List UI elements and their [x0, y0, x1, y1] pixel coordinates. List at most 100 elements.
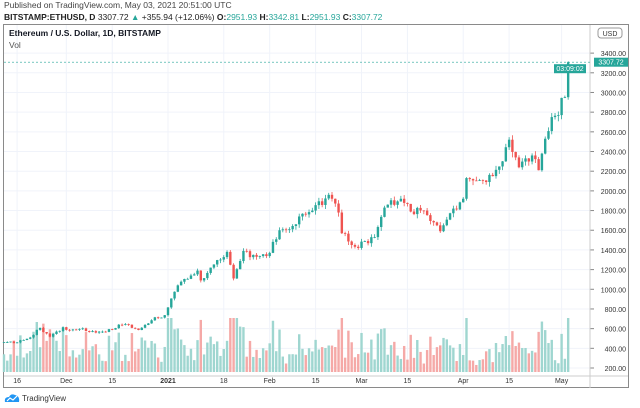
candle-body: [491, 174, 494, 177]
volume-bar: [222, 349, 225, 372]
candle-body: [504, 147, 508, 162]
volume-bar: [199, 319, 202, 372]
y-tick-label: 3400.00: [601, 51, 626, 58]
volume-bar: [65, 335, 68, 372]
volume-bar: [58, 351, 61, 372]
volume-bar: [301, 348, 304, 372]
volume-bar: [173, 329, 176, 372]
candle-body: [104, 331, 107, 333]
volume-bar: [311, 351, 314, 372]
volume-bar: [527, 353, 530, 372]
volume-bar: [448, 345, 452, 372]
candle-body: [88, 331, 91, 333]
volume-bar: [261, 348, 265, 372]
volume-bar: [334, 347, 337, 372]
candle-body: [439, 225, 442, 232]
candle-body: [330, 194, 334, 199]
candle-body: [524, 158, 527, 162]
candle-body: [314, 205, 317, 211]
candle-body: [422, 210, 426, 212]
candle-body: [216, 260, 219, 265]
volume-bar: [252, 356, 255, 372]
candle-body: [402, 198, 406, 203]
candle-body: [65, 327, 68, 330]
volume-bar: [88, 350, 91, 372]
candle-body: [199, 270, 202, 281]
candle-body: [366, 241, 370, 244]
y-tick-label: 1200.00: [601, 268, 626, 275]
y-tick-label: 2800.00: [601, 110, 626, 117]
currency-label: USD: [603, 31, 618, 38]
volume-bar: [320, 347, 324, 372]
last-price-tag: [594, 57, 628, 67]
volume-bar: [216, 341, 219, 372]
candle-body: [32, 334, 35, 338]
chart-frame[interactable]: [3, 24, 629, 388]
volume-bar: [265, 350, 268, 372]
high-label: H:: [259, 12, 269, 22]
volume-bar: [29, 351, 32, 372]
candle-body: [248, 251, 252, 258]
x-tick-label: Dec: [60, 378, 73, 385]
volume-bar: [471, 360, 475, 372]
candle-body: [458, 202, 462, 210]
candle-body: [258, 256, 262, 257]
candle-body: [544, 138, 547, 154]
volume-bar: [52, 332, 55, 372]
volume-bar: [491, 362, 494, 372]
volume-bar: [324, 348, 327, 372]
candle-body: [412, 211, 416, 215]
close-value: 3307.72: [351, 12, 383, 22]
candle-body: [71, 329, 75, 331]
volume-bar: [258, 357, 262, 372]
candle-body: [61, 327, 65, 331]
candle-body: [74, 329, 78, 331]
volume-bar: [209, 336, 212, 372]
candle-body: [350, 241, 353, 245]
candle-body: [84, 328, 88, 332]
volume-bar: [271, 320, 275, 372]
volume-bar: [540, 321, 544, 372]
volume-bar: [386, 354, 389, 372]
candle-body: [130, 324, 134, 328]
volume-bar: [376, 333, 380, 372]
volume-bar: [229, 318, 232, 372]
candle-body: [553, 115, 557, 118]
x-tick-label: May: [555, 378, 569, 385]
volume-bar: [134, 351, 137, 372]
volume-bar: [547, 343, 550, 372]
x-tick-label: 15: [312, 378, 320, 385]
volume-bar: [153, 343, 157, 372]
volume-bar: [416, 340, 419, 372]
volume-bar: [97, 354, 101, 372]
volume-bar: [19, 335, 22, 372]
volume-bar: [402, 345, 406, 372]
candle-body: [12, 341, 16, 344]
volume-bar: [183, 345, 186, 372]
volume-bar: [84, 332, 88, 372]
candle-body: [107, 329, 111, 332]
volume-bar: [2, 354, 6, 372]
candle-body: [291, 225, 294, 230]
volume-bar: [74, 357, 78, 372]
symbol: BITSTAMP:ETHUSD, D: [4, 12, 96, 22]
volume-bar: [281, 356, 284, 372]
tradingview-logo[interactable]: TradingView: [4, 393, 66, 403]
candle-body: [347, 233, 350, 242]
candle-body: [566, 62, 570, 98]
volume-bar: [475, 364, 478, 372]
candle-body: [58, 330, 61, 332]
candle-body: [81, 328, 84, 330]
candle-body: [501, 161, 504, 167]
candle-body: [275, 239, 278, 242]
candle-body: [193, 274, 196, 276]
candle-body: [42, 327, 45, 332]
volume-bar: [465, 318, 468, 372]
volume-bar: [114, 342, 117, 372]
y-tick-label: 200.00: [605, 366, 627, 373]
volume-bar: [360, 332, 363, 372]
candle-body: [340, 212, 344, 234]
candle-body: [120, 324, 124, 326]
volume-bar: [347, 330, 350, 372]
